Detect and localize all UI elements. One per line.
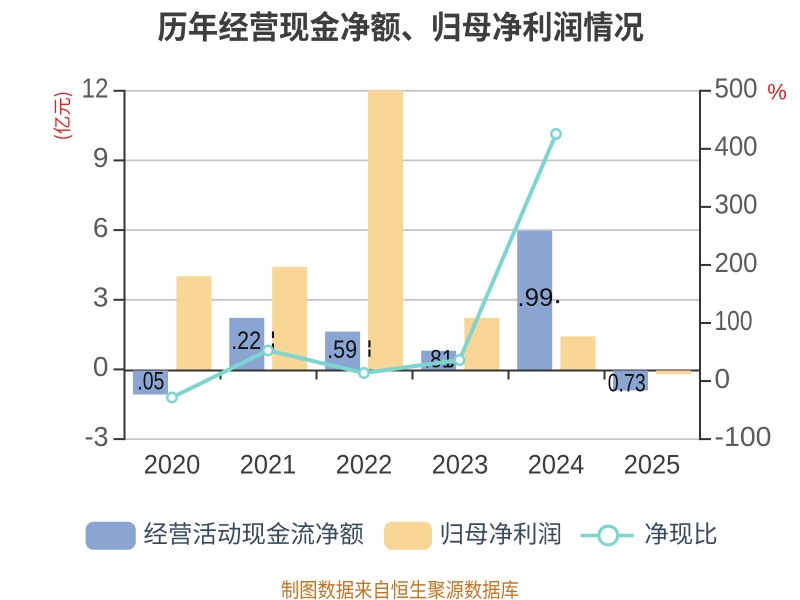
svg-text:500: 500 [715, 73, 758, 104]
svg-text:2024: 2024 [528, 450, 585, 480]
svg-text:2025: 2025 [624, 450, 681, 480]
svg-text:2023: 2023 [432, 450, 489, 480]
svg-text:-100: -100 [715, 421, 772, 452]
svg-text:0: 0 [715, 363, 731, 394]
svg-text:-3: -3 [85, 421, 109, 452]
svg-text:0: 0 [93, 351, 109, 382]
svg-text:2020: 2020 [144, 450, 201, 480]
svg-text:2021: 2021 [240, 450, 297, 480]
svg-text:300: 300 [715, 189, 758, 220]
svg-text:3: 3 [93, 282, 109, 313]
svg-text:.99: .99 [517, 284, 553, 312]
svg-text:2022: 2022 [336, 450, 393, 480]
svg-text:.22: .22 [231, 327, 261, 355]
svg-text:9: 9 [93, 142, 109, 173]
svg-text:.05: .05 [137, 368, 164, 396]
svg-text:6: 6 [93, 212, 109, 243]
svg-text:.59: .59 [327, 336, 357, 364]
svg-text:0.73: 0.73 [608, 370, 646, 398]
svg-text:12: 12 [82, 73, 109, 104]
svg-text:400: 400 [715, 131, 758, 162]
svg-text:100: 100 [715, 305, 753, 336]
svg-text:200: 200 [715, 247, 758, 278]
svg-text:%: % [767, 79, 787, 104]
